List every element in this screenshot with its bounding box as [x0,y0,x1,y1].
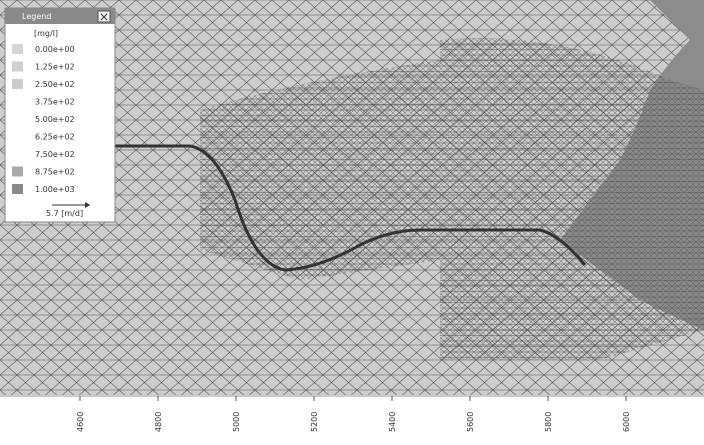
legend-label: 2.50e+02 [35,80,75,89]
tick-label: 4600 [76,412,85,432]
tick-label: 5200 [310,412,319,432]
legend-swatch [12,149,23,159]
legend-unit: [mg/l] [34,29,58,38]
legend-swatch [12,132,23,142]
legend-swatch [12,44,23,54]
tick-label: 5000 [232,412,241,432]
legend-label: 3.75e+02 [35,98,75,107]
close-button[interactable] [98,11,110,22]
legend-label: 7.50e+02 [35,150,75,159]
tick-label: 6000 [622,412,631,432]
tick-label: 4800 [154,412,163,432]
legend-swatch [12,184,23,194]
legend-swatch [12,62,23,72]
legend-label: 1.25e+02 [35,63,75,72]
legend-label: 8.75e+02 [35,168,75,177]
legend-label: 6.25e+02 [35,133,75,142]
tick-label: 5800 [544,412,553,432]
legend-swatch [12,97,23,107]
legend-swatch [12,79,23,89]
legend: Legend [mg/l] 0.00e+00 1.25e+02 2.50e+02 3.… [5,8,115,222]
legend-label: 1.00e+03 [35,185,75,194]
legend-swatch [12,114,23,124]
tick-label: 5400 [388,412,397,432]
legend-title: Legend [22,12,51,21]
mesh-view: 4600 4800 5000 5200 5400 5600 5800 6000 Legend … [0,0,704,441]
tick-label: 5600 [466,412,475,432]
arrow-label: 5.7 [m/d] [46,209,83,218]
legend-swatch [12,167,23,177]
axis-strip [0,395,704,441]
page: 4600 4800 5000 5200 5400 5600 5800 6000 Legend … [0,0,704,441]
legend-label: 0.00e+00 [35,45,75,54]
legend-label: 5.00e+02 [35,115,75,124]
